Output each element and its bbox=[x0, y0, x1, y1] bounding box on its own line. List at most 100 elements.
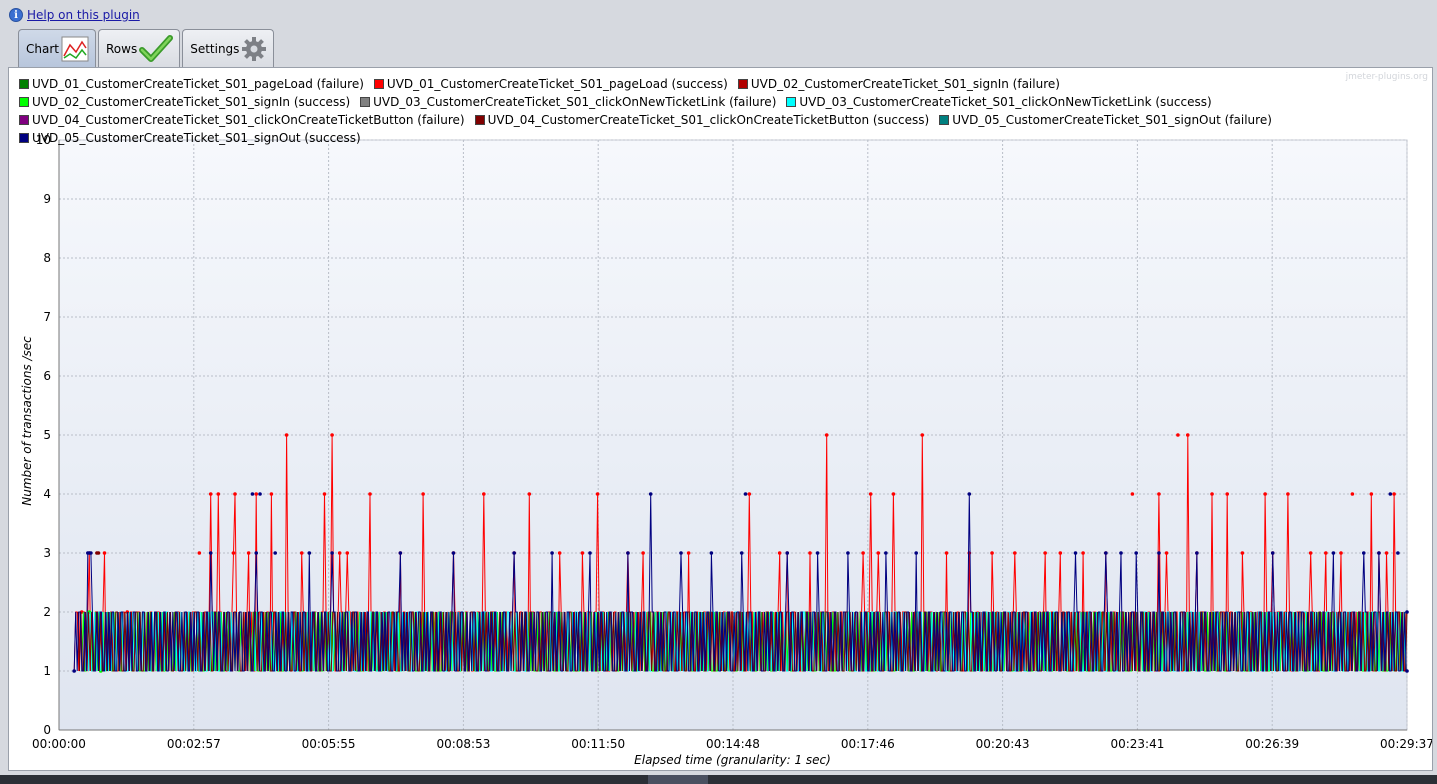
gear-icon bbox=[242, 36, 267, 61]
x-tick-label: 00:17:46 bbox=[841, 737, 895, 751]
series-point bbox=[1369, 492, 1374, 496]
chart-legend: UVD_01_CustomerCreateTicket_S01_pageLoad… bbox=[19, 77, 1379, 145]
watermark: jmeter-plugins.org bbox=[1345, 72, 1428, 82]
y-tick-label: 5 bbox=[43, 428, 51, 442]
taskbar-item[interactable] bbox=[648, 775, 708, 784]
y-tick-label: 4 bbox=[43, 487, 51, 501]
series-point bbox=[876, 551, 881, 555]
series-point bbox=[743, 492, 748, 496]
series-point bbox=[1405, 669, 1409, 673]
help-row: i Help on this plugin bbox=[9, 6, 140, 24]
series-point bbox=[1384, 551, 1389, 555]
series-point bbox=[96, 551, 101, 555]
series-point bbox=[527, 492, 532, 496]
legend-item: UVD_05_CustomerCreateTicket_S01_signOut … bbox=[939, 113, 1272, 127]
series-point bbox=[557, 551, 562, 555]
y-tick-label: 9 bbox=[43, 192, 51, 206]
series-point bbox=[337, 551, 342, 555]
series-point bbox=[284, 433, 289, 437]
series-point bbox=[512, 551, 516, 555]
series-point bbox=[709, 551, 714, 555]
series-point bbox=[345, 551, 350, 555]
series-point bbox=[307, 551, 312, 555]
legend-item: UVD_03_CustomerCreateTicket_S01_clickOnN… bbox=[360, 95, 776, 109]
series-point bbox=[1240, 551, 1245, 555]
tab-settings[interactable]: Settings bbox=[182, 29, 275, 67]
series-point bbox=[1286, 492, 1290, 496]
series-point bbox=[777, 551, 782, 555]
series-point bbox=[1176, 433, 1180, 437]
x-tick-label: 00:23:41 bbox=[1110, 737, 1164, 751]
series-point bbox=[233, 492, 237, 496]
series-point bbox=[1339, 551, 1343, 555]
legend-swatch bbox=[786, 97, 797, 107]
legend-swatch bbox=[474, 115, 485, 125]
series-point bbox=[679, 551, 683, 555]
chart-panel: 0 1 2 3 4 5 6 7 8 9 10 00:00:00 00:02:57 00:05:55 00:0… bbox=[8, 67, 1433, 771]
legend-item: UVD_02_CustomerCreateTicket_S01_signIn (… bbox=[19, 95, 350, 109]
series-point bbox=[254, 492, 259, 496]
series-point bbox=[1350, 492, 1355, 496]
series-point bbox=[846, 551, 850, 555]
x-tick-label: 00:14:48 bbox=[706, 737, 760, 751]
series-point bbox=[1308, 551, 1313, 555]
series-point bbox=[1377, 551, 1381, 555]
series-point bbox=[1013, 551, 1017, 555]
series-point bbox=[1263, 492, 1267, 496]
series-point bbox=[1164, 551, 1169, 555]
series-point bbox=[1081, 551, 1085, 555]
series-point bbox=[595, 492, 600, 496]
series-point bbox=[588, 551, 592, 555]
legend-label: UVD_04_CustomerCreateTicket_S01_clickOnC… bbox=[487, 113, 930, 127]
help-link[interactable]: Help on this plugin bbox=[27, 8, 140, 22]
series-point bbox=[648, 492, 653, 496]
series-point bbox=[273, 551, 277, 555]
legend-swatch bbox=[19, 79, 29, 89]
series-point bbox=[1324, 551, 1328, 555]
series-point bbox=[1157, 551, 1161, 555]
series-point bbox=[861, 551, 865, 555]
chart-plot: 0 1 2 3 4 5 6 7 8 9 10 00:00:00 00:02:57 00:05:55 00:0… bbox=[32, 133, 1432, 751]
series-point bbox=[330, 433, 334, 437]
y-axis-title: Number of transactions /sec bbox=[20, 336, 34, 506]
series-point bbox=[89, 551, 93, 555]
tab-rows-label: Rows bbox=[105, 41, 138, 56]
series-point bbox=[747, 492, 752, 496]
legend-label: UVD_01_CustomerCreateTicket_S01_pageLoad… bbox=[386, 77, 728, 91]
legend-label: UVD_03_CustomerCreateTicket_S01_clickOnN… bbox=[799, 95, 1212, 109]
series-point bbox=[1157, 492, 1161, 496]
legend-label: UVD_01_CustomerCreateTicket_S01_pageLoad… bbox=[32, 77, 364, 91]
series-line bbox=[73, 493, 1407, 672]
series-point bbox=[884, 551, 888, 555]
x-tick-label: 00:08:53 bbox=[436, 737, 490, 751]
series-point bbox=[208, 551, 213, 555]
y-tick-label: 1 bbox=[43, 664, 51, 678]
x-tick-label: 00:11:50 bbox=[571, 737, 625, 751]
series-point bbox=[258, 492, 262, 496]
series-point bbox=[1270, 551, 1275, 555]
series-point bbox=[944, 551, 949, 555]
series-point bbox=[580, 551, 585, 555]
tab-bar: Chart Rows Settings bbox=[18, 29, 275, 67]
series-point bbox=[1331, 551, 1336, 555]
x-tick-label: 00:20:43 bbox=[976, 737, 1030, 751]
series-point bbox=[808, 551, 812, 555]
series-point bbox=[1405, 610, 1409, 614]
legend-swatch bbox=[939, 115, 950, 125]
legend-label: UVD_05_CustomerCreateTicket_S01_signOut … bbox=[952, 113, 1272, 127]
tab-chart[interactable]: Chart bbox=[18, 29, 96, 67]
tab-rows[interactable]: Rows bbox=[97, 29, 181, 67]
series-point bbox=[550, 551, 554, 555]
series-point bbox=[451, 551, 456, 555]
series-point bbox=[626, 551, 630, 555]
legend-swatch bbox=[19, 115, 29, 125]
series-point bbox=[686, 551, 691, 555]
series-point bbox=[1225, 492, 1230, 496]
legend-swatch bbox=[737, 79, 748, 89]
series-point bbox=[72, 669, 76, 673]
series-point bbox=[1361, 551, 1366, 555]
series-point bbox=[197, 551, 202, 555]
series-point bbox=[269, 492, 274, 496]
series-point bbox=[914, 551, 918, 555]
y-tick-label: 10 bbox=[36, 133, 51, 147]
